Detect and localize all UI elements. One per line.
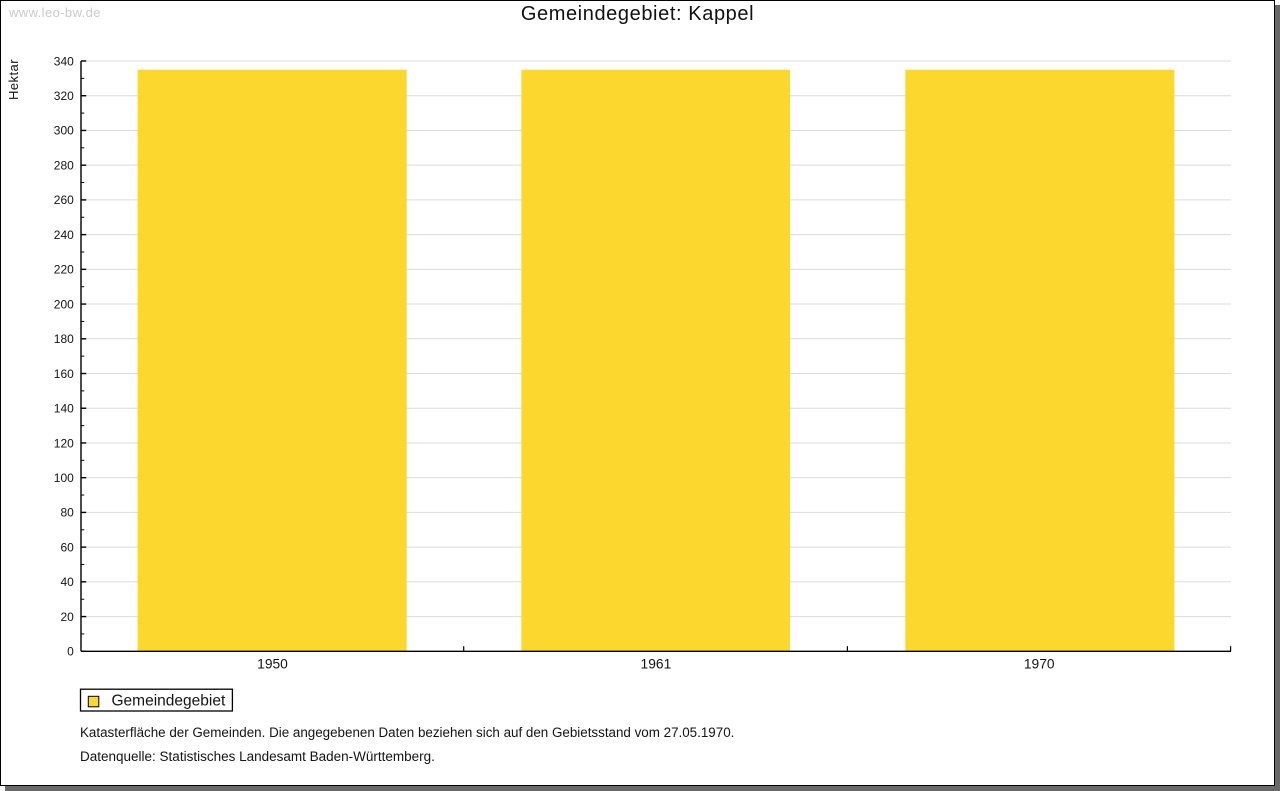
svg-text:280: 280 [54, 159, 74, 173]
svg-text:0: 0 [67, 645, 74, 659]
svg-text:1950: 1950 [257, 656, 288, 671]
svg-text:Hektar: Hektar [6, 59, 21, 100]
svg-text:240: 240 [54, 228, 74, 242]
svg-text:320: 320 [54, 89, 74, 103]
svg-text:260: 260 [54, 193, 74, 207]
svg-text:20: 20 [60, 610, 74, 624]
svg-text:1970: 1970 [1024, 656, 1055, 671]
svg-text:100: 100 [54, 471, 74, 485]
svg-text:160: 160 [54, 367, 74, 381]
svg-text:200: 200 [54, 297, 74, 311]
svg-text:Gemeindegebiet: Gemeindegebiet [112, 693, 226, 710]
svg-text:340: 340 [54, 54, 74, 68]
svg-text:60: 60 [60, 540, 74, 554]
svg-text:Datenquelle: Statistisches Lan: Datenquelle: Statistisches Landesamt Bad… [80, 749, 435, 764]
svg-text:300: 300 [54, 124, 74, 138]
svg-text:140: 140 [54, 402, 74, 416]
svg-text:Katasterfläche der Gemeinden.: Katasterfläche der Gemeinden. Die angege… [80, 725, 734, 740]
svg-text:1961: 1961 [641, 656, 672, 671]
svg-text:40: 40 [60, 575, 74, 589]
svg-text:80: 80 [60, 506, 74, 520]
svg-text:120: 120 [54, 436, 74, 450]
svg-text:220: 220 [54, 263, 74, 277]
svg-text:180: 180 [54, 332, 74, 346]
